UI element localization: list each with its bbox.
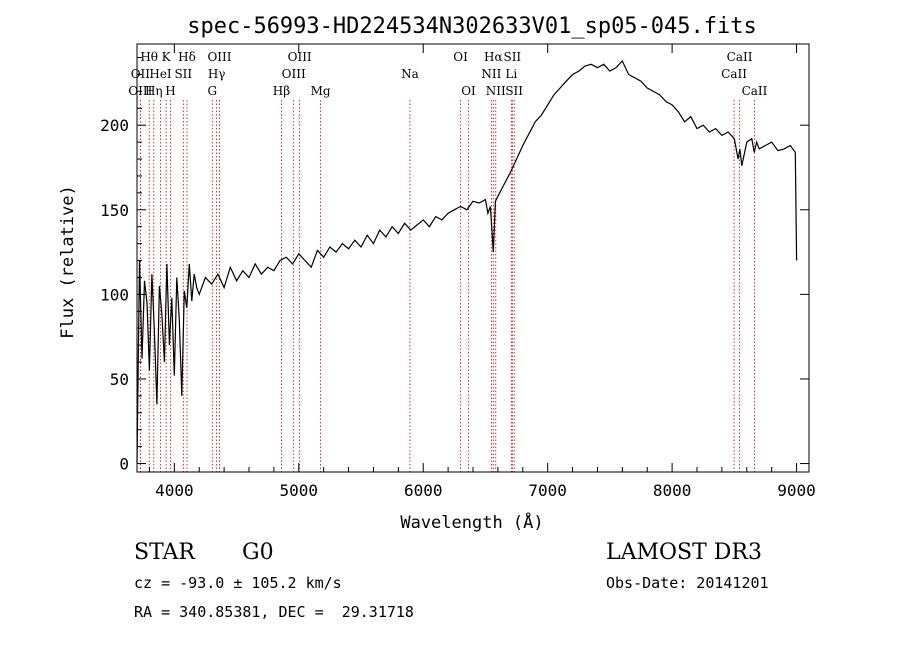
- x-tick-label: 6000: [404, 481, 443, 500]
- spectral-line-label: Na: [401, 67, 419, 81]
- x-tick-label: 4000: [155, 481, 194, 500]
- spectral-line-label: Hγ: [208, 67, 226, 81]
- spectrum-line: [136, 59, 798, 464]
- x-tick-label: 8000: [653, 481, 692, 500]
- y-tick-label: 100: [100, 285, 129, 304]
- spectral-line-label: Hθ: [140, 50, 158, 64]
- spectral-line-label: OI: [461, 84, 476, 98]
- spectral-line-label: Hη: [145, 84, 163, 98]
- spectral-line-label: H: [165, 84, 175, 98]
- x-axis-label: Wavelength (Å): [400, 511, 543, 533]
- spectral-line-label: HeI: [149, 67, 172, 81]
- spectral-line-label: Hβ: [273, 84, 290, 98]
- velocity-readout: cz = -93.0 ± 105.2 km/s: [134, 574, 342, 592]
- spectral-line-label: SII: [505, 84, 523, 98]
- spectral-line-label: Li: [505, 67, 517, 81]
- spectral-line-label: OIII: [282, 67, 306, 81]
- object-class: STAR: [134, 540, 195, 565]
- spectral-line-label: G: [207, 84, 217, 98]
- chart-title: spec-56993-HD224534N302633V01_sp05-045.f…: [187, 14, 757, 39]
- spectral-line-label: Hδ: [178, 50, 196, 64]
- plot-frame: [136, 43, 810, 473]
- object-subclass: G0: [242, 540, 274, 565]
- survey-name: LAMOST DR3: [606, 540, 762, 565]
- spectral-line-label: SII: [503, 50, 521, 64]
- x-tick-label: 5000: [280, 481, 319, 500]
- spectral-line-label: CaII: [721, 67, 747, 81]
- spectral-line-label: CaII: [727, 50, 753, 64]
- y-tick-label: 0: [119, 455, 129, 474]
- spectral-line-label: OIII: [288, 50, 312, 64]
- spectral-line-label: Mg: [311, 84, 331, 98]
- spectral-line-label: NII: [481, 67, 501, 81]
- y-tick-label: 50: [110, 370, 129, 389]
- y-tick-label: 200: [100, 116, 129, 135]
- spectral-line-label: NII: [486, 84, 506, 98]
- obs-date: Obs-Date: 20141201: [606, 574, 769, 592]
- x-tick-label: 7000: [528, 481, 567, 500]
- coordinates: RA = 340.85381, DEC = 29.31718: [134, 603, 414, 621]
- x-axis: 4000 5000 6000 7000 8000 9000: [148, 44, 816, 500]
- spectral-line-label: CaII: [742, 84, 768, 98]
- y-axis-label: Flux (relative): [58, 185, 78, 339]
- y-axis: 0 50 100 150 200: [100, 57, 809, 474]
- spectral-line-label: OI: [453, 50, 468, 64]
- x-tick-label: 9000: [777, 481, 816, 500]
- spectral-line-label: SII: [174, 67, 192, 81]
- spectral-line-label: OIII: [207, 50, 231, 64]
- spectral-line-label: Hα: [484, 50, 503, 64]
- y-tick-label: 150: [100, 201, 129, 220]
- spectral-line-label: K: [162, 50, 172, 64]
